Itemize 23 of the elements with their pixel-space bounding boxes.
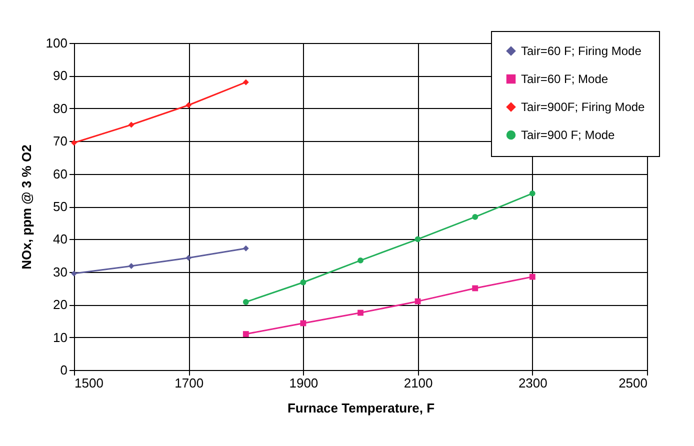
x-tick-label: 2300 (518, 376, 548, 390)
y-tick-label: 40 (53, 232, 68, 247)
y-tick-label: 80 (53, 100, 68, 116)
x-tick-label: 1700 (174, 376, 204, 390)
y-tick-label: 60 (53, 166, 68, 182)
y-tick-label: 70 (53, 134, 68, 149)
y-tick-label: 10 (53, 330, 68, 345)
x-tick-label: 2500 (618, 376, 648, 390)
y-axis-title: NOx, ppm @ 3 % O2 (18, 144, 34, 270)
legend-label: Tair=60 F; Firing Mode (521, 44, 642, 58)
x-tick-label: 1500 (74, 376, 104, 390)
y-tick-label: 20 (53, 297, 68, 312)
legend-label: Tair=60 F; Mode (521, 72, 608, 86)
x-tick-label: 2100 (404, 376, 433, 390)
y-tick-label: 50 (53, 199, 68, 214)
x-tick-label: 1900 (289, 376, 318, 390)
y-tick-label: 100 (46, 36, 68, 50)
y-tick-label: 30 (53, 264, 68, 280)
y-tick-label: 0 (60, 362, 68, 378)
y-tick-label: 90 (53, 68, 68, 84)
legend-label: Tair=900 F; Mode (521, 128, 616, 142)
x-axis-title: Furnace Temperature, F (287, 400, 435, 416)
legend-label: Tair=900F; Firing Mode (521, 100, 646, 114)
